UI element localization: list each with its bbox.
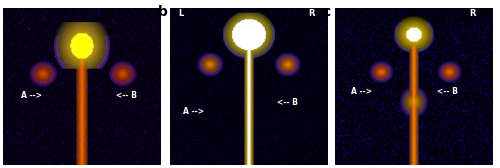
Text: R: R [308,9,315,18]
Text: c: c [322,5,330,19]
Text: R: R [469,9,476,18]
Text: A -->: A --> [351,87,372,96]
Text: A -->: A --> [22,91,42,100]
Text: b: b [158,5,168,19]
Text: <-- B: <-- B [277,98,298,107]
Text: L: L [178,9,183,18]
Text: A -->: A --> [182,107,204,116]
Text: <-- B: <-- B [116,91,137,100]
Text: <-- B: <-- B [438,87,458,96]
